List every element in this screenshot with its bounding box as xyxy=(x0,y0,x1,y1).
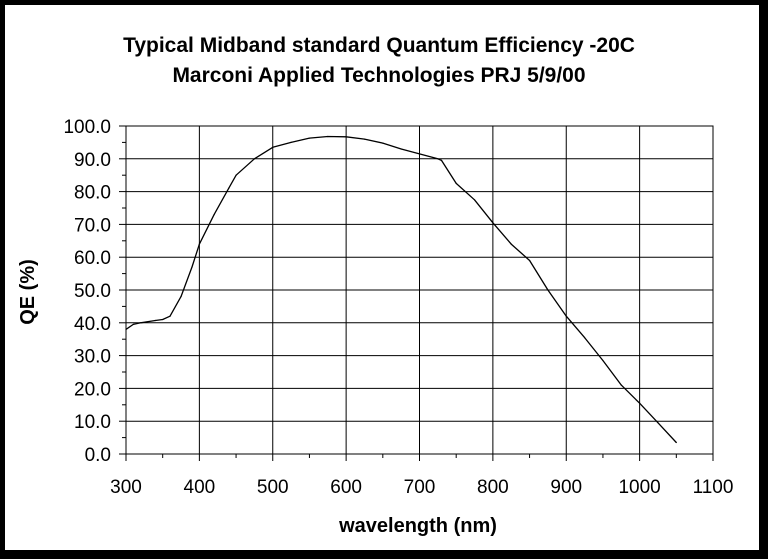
data-point-0-13 xyxy=(272,146,274,148)
data-point-0-0 xyxy=(125,328,127,330)
y-tick-label-3: 30.0 xyxy=(74,347,111,368)
data-point-0-33 xyxy=(620,384,622,386)
data-point-0-32 xyxy=(602,359,604,362)
data-point-0-4 xyxy=(162,318,164,321)
x-tick-label-7: 1000 xyxy=(618,477,660,498)
data-point-0-10 xyxy=(228,187,230,189)
tick-labels: 0.0 10.0 20.0 30.0 40.0 50.0 60.0 70.0 80.0 90.0 1… xyxy=(63,117,733,498)
y-tick-label-0: 0.0 xyxy=(85,445,111,466)
gridlines xyxy=(125,125,714,455)
data-point-0-9 xyxy=(213,214,215,216)
data-point-0-12 xyxy=(253,158,255,160)
x-tick-label-0: 300 xyxy=(110,477,142,498)
data-point-0-21 xyxy=(418,153,421,155)
data-point-0-11 xyxy=(235,174,237,176)
data-point-0-3 xyxy=(154,319,156,322)
data-point-0-14 xyxy=(290,141,292,143)
data-point-0-7 xyxy=(191,266,193,268)
x-tick-label-8: 1100 xyxy=(693,477,734,498)
chart-title: Typical Midband standard Quantum Efficie… xyxy=(123,34,635,57)
data-point-0-26 xyxy=(492,222,494,224)
data-point-0-19 xyxy=(382,142,384,144)
data-point-0-8 xyxy=(198,243,200,245)
x-tick-label-6: 900 xyxy=(550,477,582,498)
data-point-0-35 xyxy=(657,422,659,424)
data-point-0-34 xyxy=(639,402,641,404)
data-point-0-15 xyxy=(308,137,310,139)
data-point-0-5 xyxy=(169,315,171,317)
data-point-0-1 xyxy=(132,323,134,325)
x-axis-title: wavelength (nm) xyxy=(338,515,497,537)
y-tick-label-6: 60.0 xyxy=(74,248,111,269)
chart-subtitle: Marconi Applied Technologies PRJ 5/9/00 xyxy=(172,64,585,87)
series-layer xyxy=(125,135,677,444)
y-tick-label-5: 50.0 xyxy=(74,281,111,302)
data-point-0-24 xyxy=(455,182,457,184)
y-tick-label-7: 70.0 xyxy=(74,215,111,236)
data-point-0-20 xyxy=(400,148,402,150)
tick-marks xyxy=(119,125,714,461)
data-point-0-36 xyxy=(675,441,677,444)
data-point-0-16 xyxy=(327,135,329,138)
data-point-0-25 xyxy=(473,199,476,201)
data-point-0-2 xyxy=(140,322,142,324)
qe-line-chart: Typical Midband standard Quantum Efficie… xyxy=(17,34,733,537)
data-point-0-23 xyxy=(440,159,443,161)
data-point-0-6 xyxy=(180,296,182,298)
x-tick-label-4: 700 xyxy=(404,477,436,498)
data-point-0-30 xyxy=(565,315,567,317)
y-axis-title: QE (%) xyxy=(17,259,39,325)
data-point-0-29 xyxy=(547,289,549,291)
data-point-0-28 xyxy=(529,259,531,262)
x-tick-label-1: 400 xyxy=(184,477,216,498)
y-tick-label-9: 90.0 xyxy=(74,150,111,171)
data-point-0-31 xyxy=(584,337,586,339)
y-tick-label-1: 10.0 xyxy=(74,412,111,433)
y-tick-label-4: 40.0 xyxy=(74,314,111,335)
x-tick-label-3: 600 xyxy=(330,477,362,498)
data-point-0-22 xyxy=(437,158,439,160)
y-tick-label-10: 100.0 xyxy=(63,117,111,138)
data-point-0-27 xyxy=(510,243,512,245)
data-point-0-18 xyxy=(363,138,366,140)
chart-panel: Typical Midband standard Quantum Efficie… xyxy=(4,4,760,551)
x-tick-label-2: 500 xyxy=(257,477,289,498)
y-tick-label-8: 80.0 xyxy=(74,183,111,204)
data-point-0-17 xyxy=(345,136,347,138)
y-tick-label-2: 20.0 xyxy=(74,379,111,400)
x-tick-label-5: 800 xyxy=(477,477,509,498)
